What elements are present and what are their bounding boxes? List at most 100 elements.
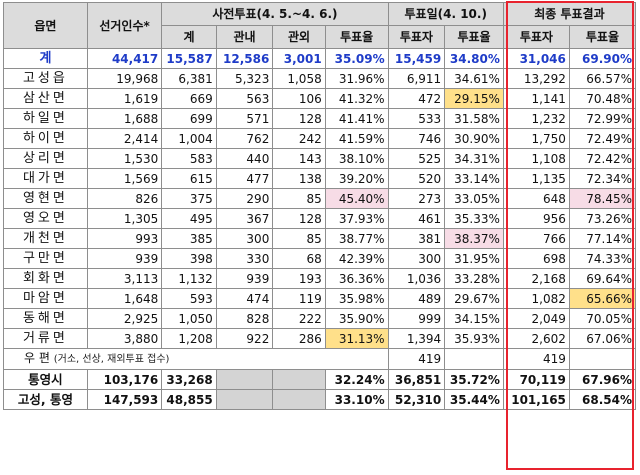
cell-name: 거류면: [3, 328, 88, 349]
cell-early-in: 762: [215, 128, 274, 149]
table-row-summary: 통영시 103,176 33,268 32.24% 36,851 35.72% 70,119…: [3, 369, 637, 390]
cell-eday-rate: 34.31%: [444, 148, 504, 169]
cell-eday-voters: 489: [387, 288, 446, 309]
cell-eday-rate: 33.05%: [444, 188, 504, 209]
table-row: 하이면 2,414 1,004 762 242 41.59% 746 30.90% 1,750 7…: [3, 128, 637, 149]
header-early-total: 계: [161, 25, 217, 49]
cell-early-rate: 45.40%: [324, 188, 389, 209]
cell-eday-voters: 520: [387, 168, 446, 189]
table-row-postal: 우 편 (거소, 선상, 재외투표 접수) 419 419: [3, 348, 637, 370]
cell-early-rate: 31.96%: [324, 68, 389, 89]
cell-final-voters: 70,119: [502, 369, 570, 390]
cell-eday-voters: 1,036: [387, 268, 446, 289]
cell-electorate: 939: [86, 248, 163, 269]
cell-early-rate: 35.09%: [324, 48, 389, 69]
sum-rows: 통영시 103,176 33,268 32.24% 36,851 35.72% 70,119…: [3, 369, 637, 410]
cell-electorate: 1,648: [86, 288, 163, 309]
cell-name: 구만면: [3, 248, 88, 269]
cell-electorate: 147,593: [86, 389, 163, 410]
cell-early-in: 5,323: [215, 68, 274, 89]
cell-early-rate: 32.24%: [324, 369, 389, 390]
cell-eday-voters: 15,459: [387, 48, 446, 69]
cell-early-total: 398: [161, 248, 217, 269]
cell-final-voters: 2,602: [502, 328, 570, 349]
cell-early-in: 828: [215, 308, 274, 329]
cell-early-in: 563: [215, 88, 274, 109]
cell-final-voters: 1,232: [502, 108, 570, 129]
cell-final-rate: 68.54%: [568, 389, 637, 410]
cell-final-rate: 78.45%: [568, 188, 637, 209]
cell-early-rate: 42.39%: [324, 248, 389, 269]
cell-eday-voters: 300: [387, 248, 446, 269]
cell-name: 상리면: [3, 148, 88, 169]
table-row: 거류면 3,880 1,208 922 286 31.13% 1,394 35.93% 2,60…: [3, 328, 637, 349]
cell-final-voters: 648: [502, 188, 570, 209]
cell-early-out: 128: [272, 108, 326, 129]
header-early-in: 관내: [215, 25, 274, 49]
cell-early-total: 15,587: [161, 48, 217, 69]
table-row: 상리면 1,530 583 440 143 38.10% 525 34.31% 1,108 72.…: [3, 148, 637, 169]
cell-electorate: 826: [86, 188, 163, 209]
cell-eday-voters: 472: [387, 88, 446, 109]
cell-name: 마암면: [3, 288, 88, 309]
cell-eday-rate: 33.28%: [444, 268, 504, 289]
cell-eday-rate: 30.90%: [444, 128, 504, 149]
cell-early-out: [272, 369, 326, 390]
cell-final-rate: 72.34%: [568, 168, 637, 189]
cell-name: 고성, 통영: [3, 389, 88, 410]
cell-eday-rate: 34.61%: [444, 68, 504, 89]
table-row: 영현면 826 375 290 85 45.40% 273 33.05% 648 78.45%: [3, 188, 637, 209]
cell-electorate: 2,414: [86, 128, 163, 149]
cell-electorate: 1,619: [86, 88, 163, 109]
table-row: 대가면 1,569 615 477 138 39.20% 520 33.14% 1,135 72.…: [3, 168, 637, 189]
cell-eday-voters: 533: [387, 108, 446, 129]
cell-final-rate: 66.57%: [568, 68, 637, 89]
cell-eday-voters: 1,394: [387, 328, 446, 349]
cell-final-rate: 69.90%: [568, 48, 637, 69]
cell-early-rate: 38.10%: [324, 148, 389, 169]
cell-early-in: 12,586: [215, 48, 274, 69]
cell-electorate: 1,305: [86, 208, 163, 229]
cell-early-out: 143: [272, 148, 326, 169]
cell-electorate: 3,880: [86, 328, 163, 349]
cell-early-rate: 35.98%: [324, 288, 389, 309]
cell-eday-rate: [444, 348, 504, 370]
cell-early-in: 300: [215, 228, 274, 249]
cell-early-rate: 37.93%: [324, 208, 389, 229]
cell-final-voters: 419: [502, 348, 570, 370]
cell-eday-rate: 38.37%: [444, 228, 504, 249]
cell-final-voters: 2,168: [502, 268, 570, 289]
cell-final-rate: 72.99%: [568, 108, 637, 129]
cell-eday-rate: 35.93%: [444, 328, 504, 349]
cell-name: 동해면: [3, 308, 88, 329]
cell-early-total: 1,132: [161, 268, 217, 289]
cell-name: 회화면: [3, 268, 88, 289]
cell-early-out: 138: [272, 168, 326, 189]
cell-electorate: 1,530: [86, 148, 163, 169]
cell-final-rate: 67.96%: [568, 369, 637, 390]
cell-eday-voters: 6,911: [387, 68, 446, 89]
cell-early-in: 939: [215, 268, 274, 289]
cell-name: 삼산면: [3, 88, 88, 109]
cell-final-rate: 70.05%: [568, 308, 637, 329]
cell-final-voters: 1,141: [502, 88, 570, 109]
header-final-rate: 투표율: [568, 25, 637, 49]
header-final-result: 최종 투표결과: [502, 2, 637, 26]
cell-electorate: 1,569: [86, 168, 163, 189]
cell-early-out: 106: [272, 88, 326, 109]
cell-early-out: 193: [272, 268, 326, 289]
header-election-day: 투표일(4. 10.): [387, 2, 504, 26]
cell-early-rate: 39.20%: [324, 168, 389, 189]
cell-early-total: 385: [161, 228, 217, 249]
postal-label-cell: 우 편 (거소, 선상, 재외투표 접수): [3, 348, 389, 370]
table-row: 삼산면 1,619 669 563 106 41.32% 472 29.15% 1,141 70.…: [3, 88, 637, 109]
cell-final-voters: 1,108: [502, 148, 570, 169]
cell-eday-voters: 525: [387, 148, 446, 169]
table-row: 영오면 1,305 495 367 128 37.93% 461 35.33% 956 73.26…: [3, 208, 637, 229]
cell-eday-rate: 31.58%: [444, 108, 504, 129]
cell-eday-rate: 35.72%: [444, 369, 504, 390]
table-row: 구만면 939 398 330 68 42.39% 300 31.95% 698 74.33%: [3, 248, 637, 269]
cell-final-voters: 31,046: [502, 48, 570, 69]
cell-early-out: 128: [272, 208, 326, 229]
